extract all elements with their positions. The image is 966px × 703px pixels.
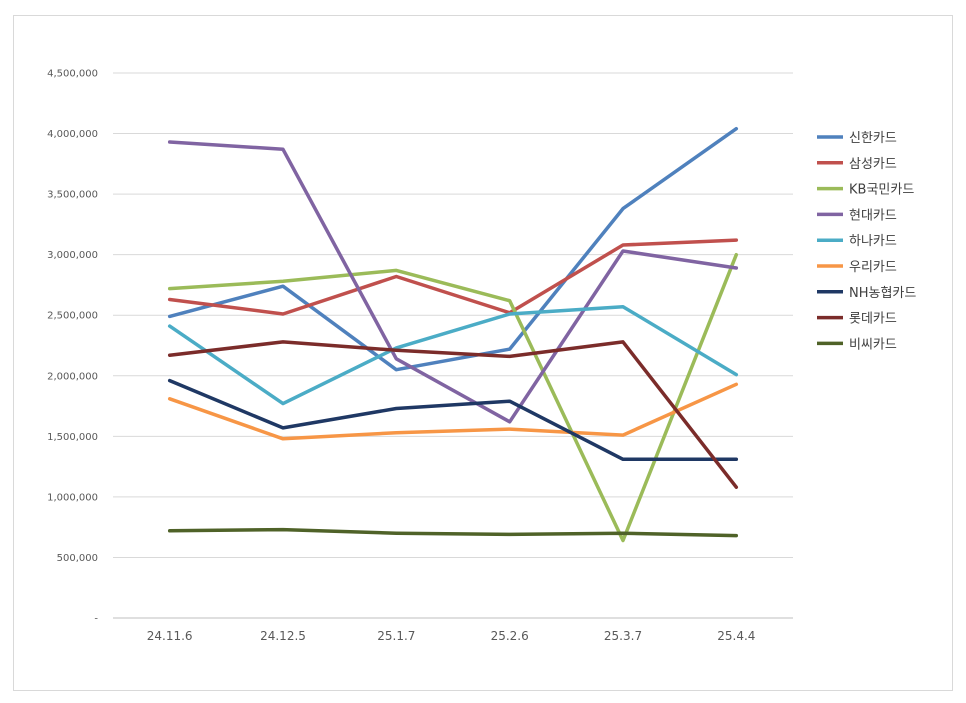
y-tick-label: 1,500,000 [47, 432, 98, 443]
y-tick-label: - [94, 614, 98, 625]
legend-label: 삼성카드 [849, 157, 897, 172]
series-line [167, 140, 739, 424]
legend-label: 우리카드 [849, 260, 897, 275]
x-tick-label: 25.2.6 [491, 629, 529, 643]
series-line [167, 238, 739, 316]
legend-label: KB국민카드 [849, 183, 914, 198]
legend-label: 현대카드 [849, 208, 897, 223]
legend-label: 비씨카드 [849, 337, 897, 352]
legend-label: 하나카드 [849, 234, 897, 249]
series-line [167, 340, 739, 489]
legend-label: NH농협카드 [849, 286, 916, 301]
y-tick-label: 1,000,000 [47, 492, 98, 503]
y-tick-label: 2,000,000 [47, 371, 98, 382]
x-tick-label: 25.3.7 [604, 629, 642, 643]
series-line [167, 252, 739, 543]
x-tick-label: 25.4.4 [717, 629, 755, 643]
y-tick-label: 3,500,000 [47, 190, 98, 201]
series-line [167, 527, 739, 538]
series-lines [167, 126, 739, 543]
y-tick-label: 2,500,000 [47, 311, 98, 322]
x-axis-ticks: 24.11.6 24.12.5 25.1.7 25.2.6 25.3.7 25.4.4 [147, 629, 756, 643]
x-tick-label: 24.12.5 [260, 629, 306, 643]
x-tick-label: 25.1.7 [377, 629, 415, 643]
y-tick-label: 4,000,000 [47, 129, 98, 140]
y-tick-label: 500,000 [57, 553, 98, 564]
grid-lines [113, 72, 793, 619]
series-line [167, 378, 739, 462]
series-line [167, 304, 739, 406]
legend-label: 롯데카드 [849, 312, 897, 327]
x-tick-label: 24.11.6 [147, 629, 193, 643]
y-axis-ticks: - 500,000 1,000,000 1,500,000 2,000,000 2,500… [47, 69, 98, 625]
legend-label: 신한카드 [849, 131, 897, 146]
y-tick-label: 3,000,000 [47, 250, 98, 261]
y-tick-label: 4,500,000 [47, 69, 98, 80]
series-line [167, 382, 739, 441]
series-line [167, 126, 739, 372]
